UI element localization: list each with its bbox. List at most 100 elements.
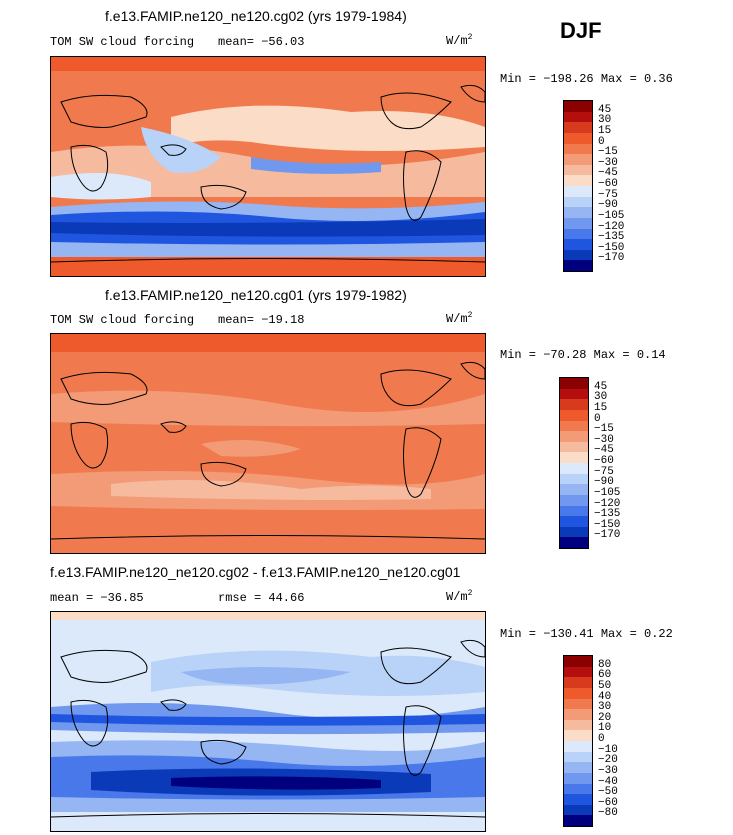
colorbar-segment: [564, 239, 592, 250]
colorbar-tick-label: −40: [598, 775, 618, 788]
colorbar-tick-label: 50: [598, 679, 612, 692]
colorbar-segment: [564, 260, 592, 271]
colorbar-segment: [564, 186, 592, 197]
colorbar-segment: [564, 143, 592, 155]
colorbar-tick-label: −45: [598, 167, 618, 180]
panel1-mean: mean= −56.03: [218, 35, 305, 49]
panel3-rmse: rmse = 44.66: [218, 591, 305, 605]
colorbar-segment: [560, 526, 588, 538]
colorbar-tick-label: −90: [598, 199, 618, 212]
colorbar-tick-label: −135: [598, 231, 625, 244]
colorbar-tick-label: −20: [598, 754, 618, 767]
colorbar-tick-label: 15: [594, 401, 608, 414]
colorbar-tick-label: −75: [594, 465, 614, 478]
panel3-title: f.e13.FAMIP.ne120_ne120.cg02 - f.e13.FAM…: [50, 564, 461, 580]
colorbar-segment: [564, 164, 592, 176]
colorbar-tick-label: 40: [598, 690, 612, 703]
colorbar-segment: [564, 677, 592, 688]
colorbar-segment: [560, 473, 588, 485]
colorbar-tick-label: −105: [594, 486, 621, 499]
colorbar-tick-label: −150: [598, 241, 625, 254]
colorbar-segment: [564, 111, 592, 123]
panel3-map: [50, 611, 486, 832]
colorbar-segment: [564, 196, 592, 208]
colorbar-tick-label: −150: [594, 518, 621, 531]
colorbar-tick-label: 20: [598, 711, 612, 724]
season-label: DJF: [560, 18, 602, 43]
colorbar-segment: [560, 484, 588, 495]
colorbar-tick-label: 0: [598, 733, 605, 745]
colorbar-segment: [560, 494, 588, 506]
panel1-map: [50, 56, 486, 277]
colorbar-segment: [564, 207, 592, 218]
colorbar-tick-label: −45: [594, 444, 614, 457]
colorbar-tick-label: −60: [594, 455, 614, 467]
colorbar-tick-label: 45: [598, 103, 612, 116]
panel2-units: W/m2: [446, 311, 473, 326]
colorbar-tick-label: −60: [598, 796, 618, 809]
colorbar-tick-label: 0: [598, 135, 605, 148]
colorbar-segment: [560, 399, 588, 410]
colorbar-segment: [564, 154, 592, 165]
colorbar-segment: [564, 815, 592, 826]
colorbar-tick-label: −30: [598, 764, 618, 777]
panel2-variable: TOM SW cloud forcing: [50, 313, 195, 327]
colorbar-segment: [564, 228, 592, 240]
colorbar-segment: [564, 709, 592, 720]
colorbar-segment: [560, 505, 588, 517]
colorbar-tick-label: −120: [594, 497, 621, 510]
colorbar-tick-label: −170: [598, 252, 625, 265]
colorbar-tick-label: −50: [598, 786, 618, 799]
colorbar-segment: [564, 249, 592, 261]
colorbar-segment: [564, 772, 592, 784]
panel1-variable: TOM SW cloud forcing: [50, 35, 195, 49]
colorbar-segment: [564, 730, 592, 741]
panel3-colorbar: [563, 655, 593, 827]
colorbar-segment: [564, 687, 592, 699]
panel2-minmax: Min = −70.28 Max = 0.14: [500, 348, 666, 362]
colorbar-segment: [560, 431, 588, 442]
panel1-colorbar: [563, 100, 593, 272]
colorbar-segment: [560, 452, 588, 463]
panel2-title: f.e13.FAMIP.ne120_ne120.cg01 (yrs 1979-1…: [105, 287, 407, 303]
colorbar-segment: [560, 378, 588, 389]
colorbar-segment: [560, 537, 588, 548]
colorbar-segment: [564, 666, 592, 678]
colorbar-segment: [560, 463, 588, 474]
colorbar-segment: [564, 656, 592, 667]
colorbar-tick-label: −105: [598, 209, 625, 222]
colorbar-tick-label: −15: [598, 146, 618, 159]
colorbar-segment: [560, 388, 588, 400]
panel1-minmax: Min = −198.26 Max = 0.36: [500, 72, 673, 86]
colorbar-segment: [564, 122, 592, 133]
colorbar-segment: [564, 783, 592, 795]
colorbar-segment: [564, 804, 592, 816]
colorbar-segment: [564, 175, 592, 186]
colorbar-tick-label: 45: [594, 380, 608, 393]
colorbar-tick-label: −120: [598, 220, 625, 233]
panel3-units: W/m2: [446, 589, 473, 604]
colorbar-tick-label: −10: [598, 743, 618, 756]
colorbar-tick-label: 80: [598, 658, 612, 671]
colorbar-segment: [560, 409, 588, 421]
colorbar-segment: [564, 762, 592, 773]
colorbar-tick-label: 15: [598, 124, 612, 137]
colorbar-tick-label: −90: [594, 476, 614, 489]
colorbar-segment: [560, 516, 588, 527]
colorbar-tick-label: −30: [594, 433, 614, 446]
panel2-colorbar: [559, 377, 589, 549]
panel1-units: W/m2: [446, 33, 473, 48]
colorbar-tick-label: −60: [598, 178, 618, 190]
panel3-mean: mean = −36.85: [50, 591, 144, 605]
colorbar-segment: [564, 741, 592, 752]
colorbar-tick-label: −15: [594, 423, 614, 436]
colorbar-tick-label: 0: [594, 412, 601, 425]
colorbar-tick-label: 60: [598, 669, 612, 682]
colorbar-segment: [564, 698, 592, 710]
colorbar-tick-label: −75: [598, 188, 618, 201]
colorbar-tick-label: 30: [598, 701, 612, 714]
colorbar-segment: [564, 101, 592, 112]
panel2-map: [50, 333, 486, 554]
colorbar-tick-label: −170: [594, 529, 621, 542]
colorbar-tick-label: −135: [594, 508, 621, 521]
